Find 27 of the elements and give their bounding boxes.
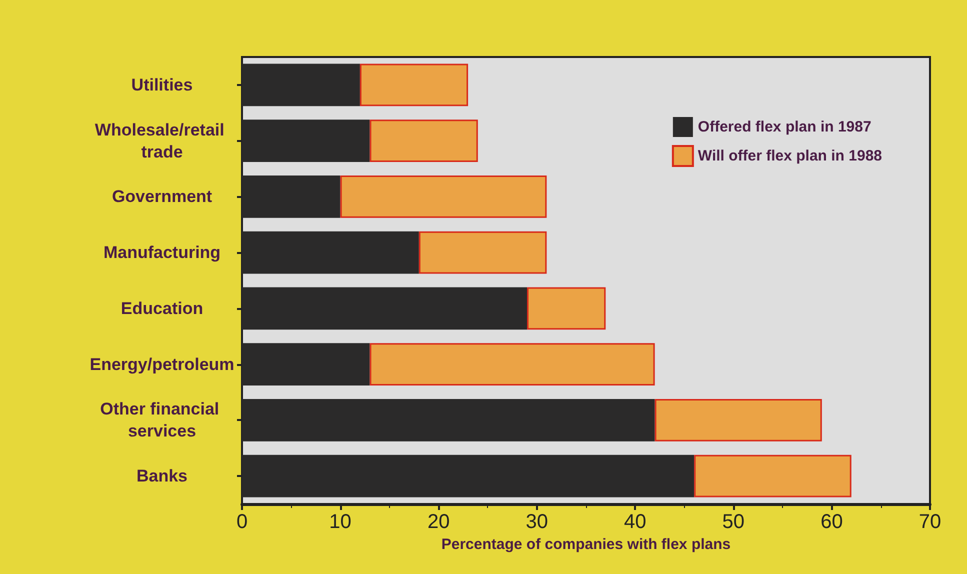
y-tick-label: Government [112,187,212,206]
x-tick-label: 60 [820,511,843,533]
y-tick-label: Energy/petroleum [90,354,234,374]
legend-label: Offered flex plan in 1987 [698,118,872,136]
bar [370,120,478,162]
y-tick-label: Banks [136,466,188,486]
x-tick-label: 30 [526,511,548,533]
y-tick-label: Manufacturing [103,243,221,262]
bar [360,64,468,106]
x-tick-label: 50 [722,511,745,533]
y-tick-label: Utilities [131,75,193,94]
x-tick-label: 70 [918,511,942,533]
y-tick-label: Wholesale/retail trade [94,120,230,162]
bar [694,454,852,498]
legend-label: Will offer flex plan in 1988 [698,148,882,164]
x-tick-label: 40 [624,511,646,533]
x-tick-label: 20 [427,511,450,533]
bar [370,343,655,386]
x-tick-label: 10 [329,511,352,533]
bar [654,398,822,442]
bar [418,231,547,274]
y-tick-label: Other financial services [100,400,224,441]
y-tick-label: Education [120,298,204,318]
bar [340,175,547,218]
x-tick-label: 0 [236,511,248,533]
x-axis-title: Percentage of companies with flex plans [441,536,731,553]
bar [527,287,606,330]
